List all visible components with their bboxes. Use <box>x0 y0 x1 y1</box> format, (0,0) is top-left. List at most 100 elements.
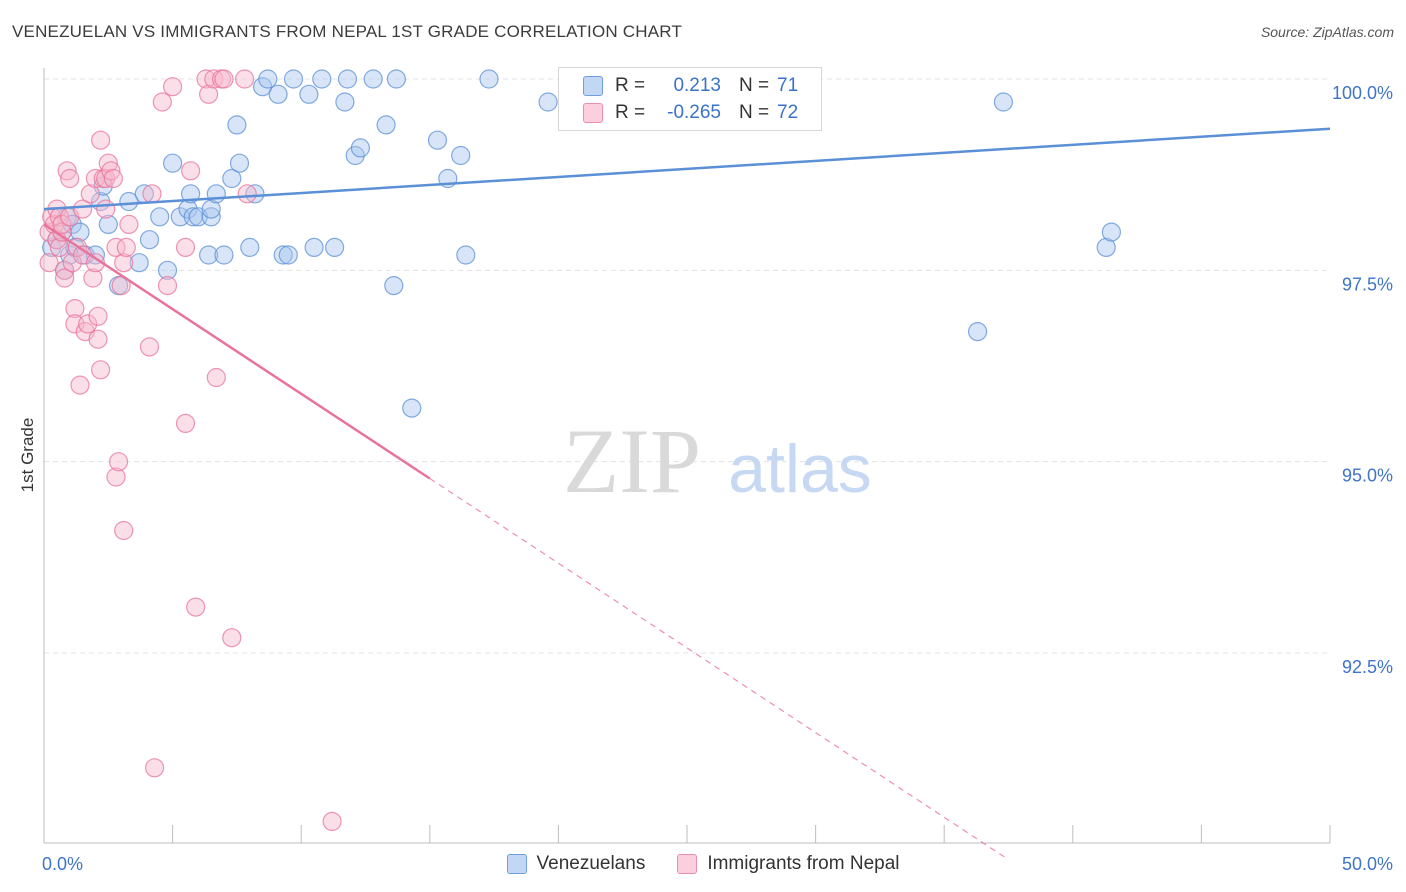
data-point <box>201 199 221 219</box>
data-point <box>337 69 358 89</box>
data-point <box>427 130 448 150</box>
data-point <box>235 69 255 89</box>
stats-legend: R = 0.213 N = 71 R = -0.265 N = 72 <box>558 67 822 131</box>
data-point <box>268 84 288 104</box>
trend-line-nepal <box>43 223 431 480</box>
y-tick-label: 97.5% <box>1342 274 1393 294</box>
data-point <box>402 398 422 418</box>
data-point <box>206 184 226 204</box>
data-point <box>386 69 406 89</box>
data-point <box>62 253 82 273</box>
data-point <box>157 260 178 280</box>
data-point <box>106 467 126 487</box>
trend-lines <box>43 127 1331 861</box>
y-tick-label: 92.5% <box>1342 657 1393 677</box>
data-point <box>240 237 260 257</box>
legend-r-label: R = <box>615 75 646 96</box>
data-point <box>175 237 196 257</box>
data-point <box>114 253 134 273</box>
legend-r-label: R = <box>615 102 646 123</box>
data-point <box>273 245 293 265</box>
data-point <box>145 758 165 778</box>
data-point <box>479 69 499 89</box>
data-point <box>222 168 242 189</box>
data-point <box>278 245 298 265</box>
x-tick-label: 50.0% <box>1342 854 1393 874</box>
legend-r-value: -0.265 <box>667 102 721 123</box>
data-point <box>214 245 234 265</box>
data-point <box>150 207 170 227</box>
data-point <box>175 413 196 433</box>
series-legend: Venezuelans Immigrants from Nepal <box>0 852 1406 876</box>
data-point <box>129 253 149 273</box>
data-point <box>335 92 355 112</box>
data-point <box>181 184 201 204</box>
data-point <box>98 214 118 234</box>
data-point <box>363 69 383 89</box>
legend-swatch-venezuelans <box>506 854 527 874</box>
data-point <box>538 92 558 112</box>
data-point <box>299 84 319 104</box>
data-point <box>201 207 221 227</box>
x-tick-label: 0.0% <box>42 854 83 874</box>
data-point <box>60 168 80 189</box>
data-point <box>967 322 988 342</box>
data-point <box>83 268 103 288</box>
legend-n-label: N = <box>739 102 770 123</box>
data-point <box>237 184 257 204</box>
legend-n-label: N = <box>739 75 770 96</box>
data-point <box>57 161 77 181</box>
legend-item-nepal: Immigrants from Nepal <box>677 853 900 875</box>
data-point <box>78 314 98 334</box>
data-point <box>119 214 139 234</box>
data-point <box>70 375 90 395</box>
data-point <box>163 77 183 97</box>
data-point <box>65 299 85 319</box>
data-point <box>451 145 471 166</box>
data-point <box>139 337 160 357</box>
data-point <box>199 84 219 104</box>
data-point <box>384 276 404 296</box>
chart-title: VENEZUELAN VS IMMIGRANTS FROM NEPAL 1ST … <box>12 22 683 41</box>
data-point <box>186 597 206 617</box>
data-point <box>993 92 1014 112</box>
source-label: Source: ZipAtlas.com <box>1260 24 1394 40</box>
legend-n-value: 71 <box>777 75 799 96</box>
data-point <box>325 237 345 257</box>
data-point <box>283 69 304 89</box>
data-point <box>229 153 250 173</box>
data-point <box>103 168 124 189</box>
legend-r-value: 0.213 <box>673 75 721 96</box>
data-point <box>90 130 111 150</box>
data-point <box>258 69 278 89</box>
data-point <box>142 184 162 204</box>
data-point <box>119 191 139 212</box>
data-point <box>245 184 265 204</box>
legend-n-value: 72 <box>777 102 799 123</box>
legend-label-venezuelans: Venezuelans <box>536 853 646 874</box>
series-nepal <box>39 69 342 832</box>
data-point <box>114 520 134 541</box>
trend-line-nepal-extension <box>429 478 1009 861</box>
legend-label-nepal: Immigrants from Nepal <box>707 853 900 874</box>
data-point <box>204 69 224 89</box>
data-point <box>322 811 342 832</box>
legend-swatch-nepal <box>677 854 698 874</box>
data-point <box>72 199 93 219</box>
data-point <box>456 245 476 265</box>
data-point <box>181 161 201 181</box>
data-point <box>108 452 129 472</box>
y-tick-label: 100.0% <box>1332 83 1393 103</box>
legend-row-venezuelans: R = 0.213 N = 71 <box>583 73 798 99</box>
data-point <box>214 69 234 89</box>
data-point <box>96 199 116 219</box>
watermark-zip: ZIP <box>563 410 701 512</box>
trend-line-venezuelans <box>43 127 1331 211</box>
data-point <box>116 237 136 257</box>
data-point <box>106 237 126 257</box>
data-point <box>52 222 72 242</box>
tick-labels: 92.5% 95.0% 97.5% 100.0% 0.0% 50.0% <box>42 83 1393 874</box>
data-point <box>139 230 160 250</box>
data-point <box>304 237 324 257</box>
